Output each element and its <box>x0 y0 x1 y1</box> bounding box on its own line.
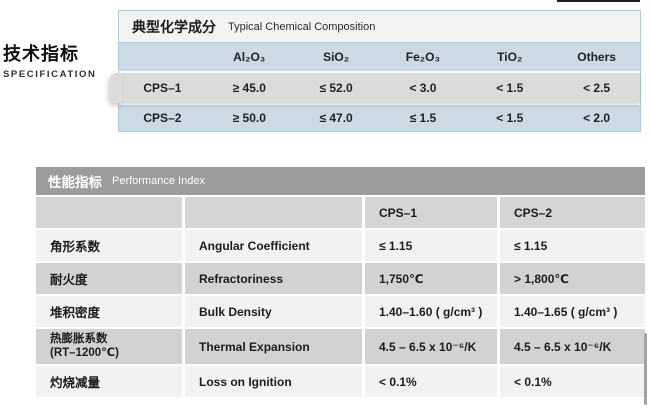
top-edge-line <box>557 0 640 2</box>
table-row-refractoriness: 耐火度 Refractoriness 1,750℃ > 1,800℃ <box>36 263 645 294</box>
column-header-tio2: TiO₂ <box>497 50 523 64</box>
cell-cps1-sio2: ≤ 52.0 <box>319 81 353 95</box>
row-label-en: Bulk Density <box>199 304 272 319</box>
cell-cps2-value: < 0.1% <box>500 366 645 397</box>
chemical-header-row: Al₂O₃ SiO₂ Fe₂O₃ TiO₂ Others <box>119 43 640 71</box>
chemical-title-zh: 典型化学成分 <box>132 18 216 35</box>
performance-index-table: 性能指标 Performance Index CPS–1 CPS–2 角形系数 … <box>36 167 645 397</box>
section-label: 技术指标 SPECIFICATION <box>3 40 96 80</box>
performance-title-en: Performance Index <box>112 175 205 187</box>
cell-cps1-fe2o3: < 3.0 <box>409 81 437 95</box>
section-title-zh: 技术指标 <box>3 44 79 64</box>
performance-table-title: 性能指标 Performance Index <box>36 167 645 195</box>
row-label-zh-line2: (RT–1200℃) <box>50 346 119 359</box>
cell-cps1-al2o3: ≥ 45.0 <box>232 81 266 95</box>
cell-cps2-value: 1.40–1.65 ( g/cm³ ) <box>500 296 645 327</box>
perf-header-empty-2 <box>185 197 362 228</box>
cell-cps2-value: 4.5 – 6.5 x 10⁻⁶/K <box>500 329 645 364</box>
row-separator <box>119 103 640 105</box>
column-header-sio2: SiO₂ <box>323 50 350 64</box>
row-label-zh: 堆积密度 <box>50 306 101 320</box>
cell-cps2-value: ≤ 1.15 <box>500 230 645 261</box>
cell-cps1-value: 1.40–1.60 ( g/cm³ ) <box>365 296 497 327</box>
row-label-en: Refractoriness <box>199 271 284 286</box>
table-row-cps2: CPS–2 ≥ 50.0 ≤ 47.0 ≤ 1.5 < 1.5 < 2.0 <box>119 105 640 131</box>
row-label-cps1: CPS–1 <box>143 81 182 95</box>
column-header-others: Others <box>577 50 616 64</box>
chemical-title-en: Typical Chemical Composition <box>228 20 376 33</box>
row-label-zh: 热膨胀系数 <box>50 332 108 345</box>
row-label-cps2: CPS–2 <box>143 111 182 125</box>
row-label-zh: 角形系数 <box>50 240 101 254</box>
chemical-table-title: 典型化学成分 Typical Chemical Composition <box>119 11 640 43</box>
cell-cps1-value: 4.5 – 6.5 x 10⁻⁶/K <box>365 329 497 364</box>
section-title-en: SPECIFICATION <box>3 69 97 80</box>
cell-cps2-fe2o3: ≤ 1.5 <box>409 111 437 125</box>
cell-cps2-value: > 1,800℃ <box>500 263 645 294</box>
column-header-fe2o3: Fe₂O₃ <box>405 50 441 64</box>
table-row-loss-on-ignition: 灼烧减量 Loss on Ignition < 0.1% < 0.1% <box>36 366 645 397</box>
table-row-bulk-density: 堆积密度 Bulk Density 1.40–1.60 ( g/cm³ ) 1.… <box>36 296 645 327</box>
cell-cps2-sio2: ≤ 47.0 <box>319 111 353 125</box>
cell-cps1-value: 1,750℃ <box>365 263 497 294</box>
row-separator <box>119 71 640 73</box>
scrollbar-thumb[interactable] <box>644 333 647 405</box>
row-label-en: Loss on Ignition <box>199 374 292 389</box>
row-label-en: Angular Coefficient <box>199 238 310 253</box>
row-label-zh: 灼烧减量 <box>50 376 101 390</box>
perf-header-cps1: CPS–1 <box>365 197 497 228</box>
cell-cps2-al2o3: ≥ 50.0 <box>232 111 266 125</box>
column-header-al2o3: Al₂O₃ <box>233 50 266 64</box>
cell-cps1-value: ≤ 1.15 <box>365 230 497 261</box>
perf-header-empty-1 <box>36 197 182 228</box>
cell-cps1-value: < 0.1% <box>365 366 497 397</box>
cell-cps1-others: < 2.5 <box>583 81 611 95</box>
perf-header-cps2: CPS–2 <box>500 197 645 228</box>
row-label-en: Thermal Expansion <box>199 339 310 354</box>
chemical-composition-table: 典型化学成分 Typical Chemical Composition Al₂O… <box>110 10 641 132</box>
table-row-angular-coefficient: 角形系数 Angular Coefficient ≤ 1.15 ≤ 1.15 <box>36 230 645 261</box>
table-row-thermal-expansion: 热膨胀系数 (RT–1200℃) Thermal Expansion 4.5 –… <box>36 329 645 364</box>
cell-cps1-tio2: < 1.5 <box>496 81 524 95</box>
performance-title-zh: 性能指标 <box>48 175 102 190</box>
row-label-zh: 耐火度 <box>50 273 88 287</box>
cell-cps2-others: < 2.0 <box>583 111 611 125</box>
cell-cps2-tio2: < 1.5 <box>496 111 524 125</box>
performance-header-row: CPS–1 CPS–2 <box>36 197 645 228</box>
table-row-cps1: CPS–1 ≥ 45.0 ≤ 52.0 < 3.0 < 1.5 < 2.5 <box>110 73 640 103</box>
